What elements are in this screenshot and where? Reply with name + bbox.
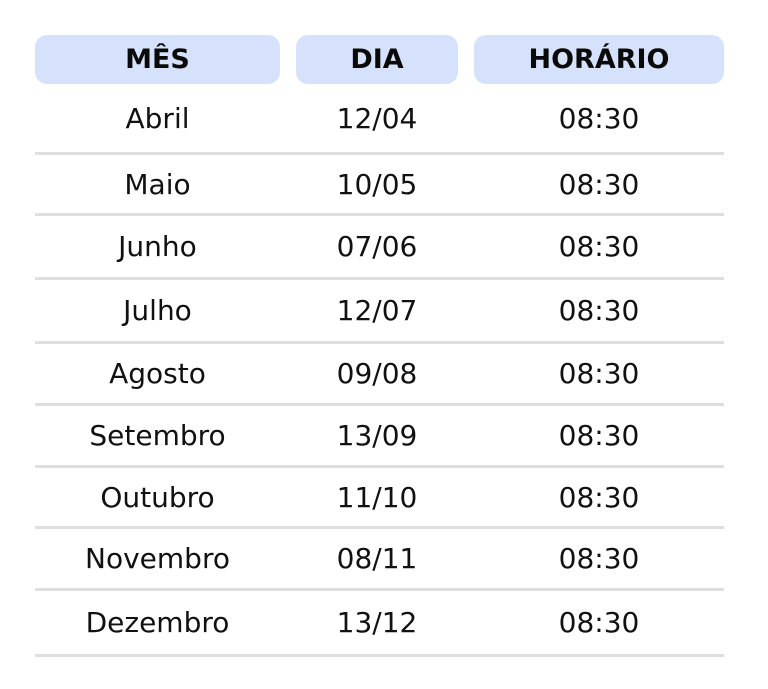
time-cell: 08:30	[558, 230, 640, 263]
table-row: Outubro 11/10 08:30	[35, 468, 724, 529]
month-cell: Junho	[118, 230, 197, 263]
time-cell: 08:30	[558, 419, 640, 452]
table-row: Junho 07/06 08:30	[35, 216, 724, 280]
month-cell: Dezembro	[85, 606, 230, 639]
day-cell: 10/05	[336, 167, 418, 201]
schedule-table-body: Abril 12/04 08:30 Maio 10/05 08:30 Junho 07/06 0…	[35, 84, 724, 657]
table-row: Setembro 13/09 08:30	[35, 406, 724, 468]
header-day: DIA	[296, 35, 458, 84]
table-row: Abril 12/04 08:30	[35, 84, 724, 155]
day-cell: 07/06	[336, 230, 418, 263]
month-cell: Maio	[124, 167, 191, 201]
time-cell: 08:30	[558, 101, 640, 135]
month-cell: Novembro	[85, 542, 230, 575]
day-cell: 08/11	[336, 542, 418, 575]
table-row: Maio 10/05 08:30	[35, 155, 724, 216]
table-row: Dezembro 13/12 08:30	[35, 591, 724, 657]
day-cell: 13/09	[336, 419, 418, 452]
time-cell: 08:30	[558, 357, 640, 390]
time-cell: 08:30	[558, 480, 640, 514]
day-cell: 13/12	[336, 606, 418, 639]
time-cell: 08:30	[558, 542, 640, 575]
month-cell: Agosto	[109, 357, 206, 390]
month-cell: Outubro	[100, 480, 215, 514]
month-cell: Julho	[123, 294, 192, 327]
header-time: HORÁRIO	[474, 35, 724, 84]
time-cell: 08:30	[558, 606, 640, 639]
table-row: Agosto 09/08 08:30	[35, 344, 724, 406]
day-cell: 09/08	[336, 357, 418, 390]
time-cell: 08:30	[558, 167, 640, 201]
month-cell: Setembro	[89, 419, 226, 452]
day-cell: 12/04	[336, 101, 418, 135]
day-cell: 11/10	[336, 480, 418, 514]
day-cell: 12/07	[336, 294, 418, 327]
table-row: Novembro 08/11 08:30	[35, 529, 724, 591]
month-cell: Abril	[125, 101, 190, 135]
time-cell: 08:30	[558, 294, 640, 327]
header-month: MÊS	[35, 35, 280, 84]
table-row: Julho 12/07 08:30	[35, 280, 724, 344]
